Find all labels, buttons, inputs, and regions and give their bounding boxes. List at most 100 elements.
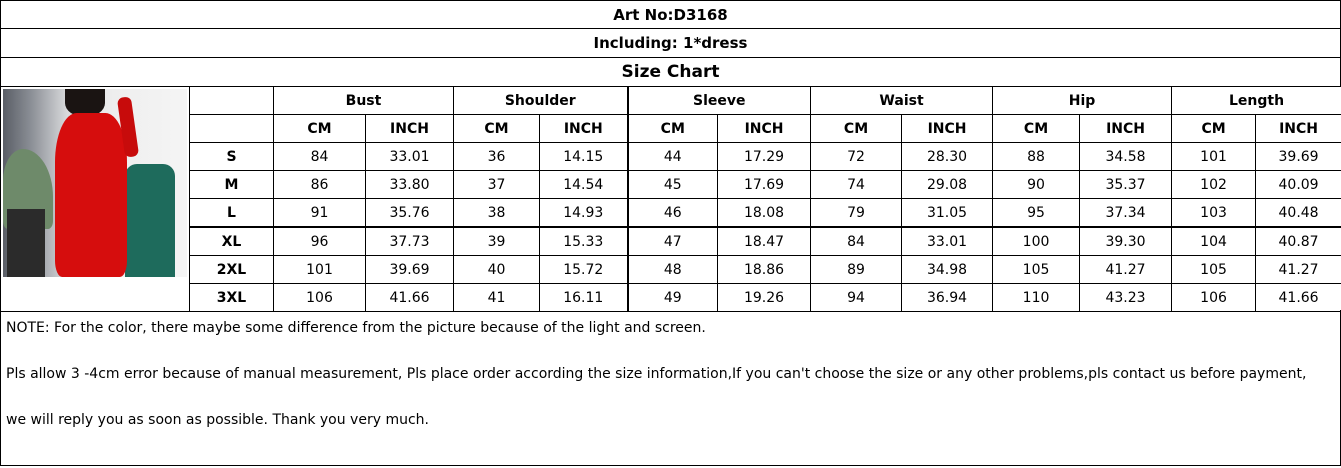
table-cell: 40.48 <box>1255 198 1341 228</box>
table-cell: 16.11 <box>539 283 629 312</box>
size-label: XL <box>189 226 274 256</box>
table-cell: 14.54 <box>539 170 629 199</box>
note-color: NOTE: For the color, there maybe some di… <box>6 320 706 336</box>
table-cell: 34.58 <box>1079 142 1173 171</box>
table-cell: 45 <box>626 170 719 199</box>
size-label: L <box>189 198 274 228</box>
table-cell: 33.80 <box>364 170 455 199</box>
table-cell: 41.27 <box>1079 255 1173 284</box>
image-blank-cell <box>0 283 190 312</box>
unit-header: CM <box>453 114 541 143</box>
measurement-header-hip: Hip <box>992 86 1173 115</box>
pot-shape <box>7 209 45 277</box>
note-measurement: Pls allow 3 -4cm error because of manual… <box>6 366 1307 382</box>
table-cell: 100 <box>992 226 1081 256</box>
table-row: 3XL 106 41.66 41 16.11 49 19.26 94 36.94 110 43.23… <box>0 283 1341 312</box>
table-cell: 40.87 <box>1255 226 1341 256</box>
table-cell: 15.72 <box>539 255 629 284</box>
table-cell: 39.69 <box>1255 142 1341 171</box>
table-cell: 18.47 <box>717 226 812 256</box>
table-cell: 110 <box>992 283 1081 312</box>
table-cell: 17.29 <box>717 142 812 171</box>
table-cell: 36.94 <box>901 283 994 312</box>
unit-header: CM <box>273 114 366 143</box>
unit-header: INCH <box>539 114 629 143</box>
measurement-header-length: Length <box>1171 86 1341 115</box>
table-cell: 84 <box>810 226 903 256</box>
table-cell: 84 <box>273 142 366 171</box>
table-cell: 17.69 <box>717 170 812 199</box>
measurement-header-shoulder: Shoulder <box>453 86 629 115</box>
table-cell: 86 <box>273 170 366 199</box>
table-cell: 15.33 <box>539 226 629 256</box>
table-cell: 104 <box>1171 226 1257 256</box>
size-chart-table: Bust Shoulder Sleeve Waist Hip Length CM INCH CM… <box>0 86 1341 312</box>
measurement-header-sleeve: Sleeve <box>626 86 812 115</box>
table-cell: 47 <box>626 226 719 256</box>
table-cell: 19.26 <box>717 283 812 312</box>
size-unit-blank <box>189 114 274 143</box>
table-cell: 105 <box>1171 255 1257 284</box>
table-cell: 105 <box>992 255 1081 284</box>
unit-header: CM <box>992 114 1081 143</box>
measurement-header-bust: Bust <box>272 86 455 115</box>
size-chart-title: Size Chart <box>0 57 1341 87</box>
size-label: M <box>189 170 274 199</box>
table-cell: 37.73 <box>364 226 455 256</box>
table-cell: 101 <box>1171 142 1257 171</box>
table-cell: 14.15 <box>539 142 629 171</box>
table-cell: 74 <box>810 170 903 199</box>
size-label: 3XL <box>189 283 274 312</box>
table-row: L 91 35.76 38 14.93 46 18.08 79 31.05 95 37.34 103 4… <box>1 198 1341 228</box>
table-cell: 33.01 <box>364 142 455 171</box>
table-cell: 94 <box>810 283 903 312</box>
notes-section: NOTE: For the color, there maybe some di… <box>0 310 1341 466</box>
size-header-blank <box>189 86 274 115</box>
unit-header: INCH <box>1079 114 1173 143</box>
table-cell: 41.27 <box>1255 255 1341 284</box>
table-cell: 39 <box>453 226 541 256</box>
unit-header: CM <box>810 114 903 143</box>
table-cell: 43.23 <box>1079 283 1173 312</box>
table-cell: 91 <box>273 198 366 228</box>
table-cell: 28.30 <box>901 142 994 171</box>
table-cell: 41.66 <box>364 283 455 312</box>
table-cell: 106 <box>1171 283 1257 312</box>
table-cell: 102 <box>1171 170 1257 199</box>
table-row: 2XL 101 39.69 40 15.72 48 18.86 89 34.98 105 41.27… <box>1 255 1341 284</box>
table-cell: 35.37 <box>1079 170 1173 199</box>
unit-header: CM <box>626 114 719 143</box>
table-cell: 106 <box>273 283 366 312</box>
chair-shape <box>125 164 175 277</box>
art-number: Art No:D3168 <box>0 0 1341 29</box>
table-cell: 96 <box>273 226 366 256</box>
table-cell: 103 <box>1171 198 1257 228</box>
table-cell: 88 <box>992 142 1081 171</box>
unit-header: CM <box>1171 114 1257 143</box>
table-cell: 18.08 <box>717 198 812 228</box>
table-row: S 84 33.01 36 14.15 44 17.29 72 28.30 88 34.58 101 3… <box>1 142 1341 171</box>
table-row: XL 96 37.73 39 15.33 47 18.47 84 33.01 100 39.30 10… <box>1 226 1341 256</box>
red-dress-photo <box>3 89 187 277</box>
table-cell: 90 <box>992 170 1081 199</box>
table-cell: 48 <box>626 255 719 284</box>
unit-header: INCH <box>1255 114 1341 143</box>
unit-header: INCH <box>717 114 812 143</box>
header-row-units: CM INCH CM INCH CM INCH CM INCH CM INCH CM INCH <box>1 114 1341 143</box>
package-contents: Including: 1*dress <box>0 28 1341 58</box>
table-cell: 40.09 <box>1255 170 1341 199</box>
unit-header: INCH <box>364 114 455 143</box>
table-cell: 39.69 <box>364 255 455 284</box>
header-row-measurements: Bust Shoulder Sleeve Waist Hip Length <box>0 86 1341 284</box>
table-cell: 29.08 <box>901 170 994 199</box>
table-cell: 41 <box>453 283 541 312</box>
note-reply: we will reply you as soon as possible. T… <box>6 412 429 428</box>
table-cell: 14.93 <box>539 198 629 228</box>
size-label: 2XL <box>189 255 274 284</box>
dress-shape <box>55 113 127 277</box>
table-cell: 36 <box>453 142 541 171</box>
table-cell: 41.66 <box>1255 283 1341 312</box>
table-cell: 38 <box>453 198 541 228</box>
unit-header: INCH <box>901 114 994 143</box>
table-cell: 89 <box>810 255 903 284</box>
